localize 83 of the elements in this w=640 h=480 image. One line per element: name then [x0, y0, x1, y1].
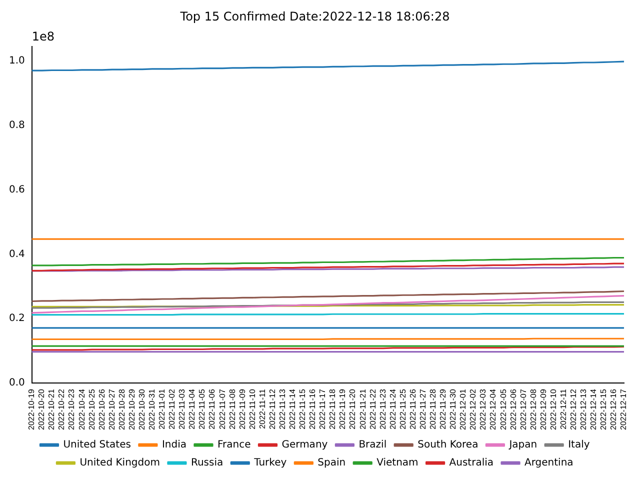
x-tick-label: 2022-11-14: [288, 388, 298, 430]
x-tick-label: 2022-11-26: [408, 388, 418, 430]
x-tick-label: 2022-10-22: [57, 388, 66, 430]
legend-label: Spain: [318, 458, 346, 469]
legend-label: Italy: [568, 440, 590, 451]
x-tick-label: 2022-11-05: [198, 388, 207, 430]
x-tick-label: 2022-11-15: [298, 388, 308, 430]
x-tick-label: 2022-10-31: [148, 388, 157, 430]
x-tick-label: 2022-11-30: [448, 388, 458, 430]
x-tick-label: 2022-12-10: [548, 388, 558, 430]
x-tick-label: 2022-10-26: [97, 388, 106, 430]
x-tick-label: 2022-12-12: [569, 388, 578, 430]
x-tick-label: 2022-12-07: [518, 388, 528, 430]
legend-label: United Kingdom: [80, 458, 160, 469]
x-tick-label: 2022-12-08: [528, 388, 538, 430]
y-tick-label: 0.4: [8, 248, 25, 260]
x-tick-label: 2022-12-05: [498, 388, 508, 430]
x-tick-label: 2022-11-21: [358, 388, 368, 430]
x-tick-label: 2022-11-07: [218, 388, 227, 430]
legend-label: India: [162, 440, 186, 451]
x-tick-label: 2022-11-29: [438, 388, 448, 430]
x-tick-label: 2022-12-16: [609, 388, 618, 430]
x-tick-label: 2022-11-03: [178, 388, 187, 430]
x-tick-label: 2022-11-28: [428, 388, 438, 430]
y-tick-label: 0.0: [8, 378, 25, 389]
x-tick-label: 2022-10-27: [107, 388, 116, 430]
legend-label: United States: [63, 440, 131, 451]
x-tick-label: 2022-11-11: [258, 388, 267, 429]
legend-label: Russia: [190, 458, 224, 469]
x-tick-label: 2022-12-04: [488, 388, 498, 430]
x-tick-label: 2022-11-17: [318, 388, 328, 430]
x-tick-label: 2022-10-23: [67, 388, 76, 430]
x-tick-label: 2022-11-10: [248, 388, 257, 430]
x-tick-label: 2022-12-11: [558, 388, 568, 430]
x-tick-label: 2022-11-04: [188, 388, 197, 430]
x-tick-label: 2022-11-27: [418, 388, 428, 430]
y-tick-label: 0.2: [8, 313, 25, 324]
x-tick-label: 2022-11-06: [208, 388, 217, 430]
x-tick-label: 2022-11-22: [368, 388, 378, 430]
legend-label: Turkey: [253, 458, 287, 469]
x-tick-label: 2022-10-28: [117, 388, 126, 430]
legend-label: Australia: [449, 458, 494, 469]
x-tick-label: 2022-10-25: [87, 388, 96, 430]
text: 1e8: [32, 30, 55, 44]
x-tick-label: 2022-12-02: [468, 388, 478, 430]
x-tick-label: 2022-10-19: [27, 388, 36, 430]
legend-label: Argentina: [524, 458, 574, 469]
x-tick-label: 2022-10-29: [127, 388, 136, 430]
x-tick-label: 2022-11-23: [378, 388, 388, 430]
legend-label: Brazil: [358, 440, 387, 451]
x-tick-label: 2022-10-30: [137, 388, 146, 430]
x-tick-label: 2022-12-13: [579, 388, 588, 430]
y-tick-label: 1.0: [8, 55, 25, 66]
y-tick-label: 0.6: [8, 184, 25, 196]
x-tick-label: 2022-12-06: [508, 388, 518, 430]
x-tick-label: 2022-11-25: [398, 388, 408, 430]
x-tick-label: 2022-11-16: [308, 388, 318, 430]
x-tick-label: 2022-12-14: [589, 388, 598, 430]
x-tick-label: 2022-10-24: [77, 388, 86, 430]
legend-label: South Korea: [418, 440, 478, 451]
x-tick-label: 2022-11-09: [238, 388, 247, 430]
x-tick-label: 2022-12-01: [458, 388, 468, 430]
x-tick-label: 2022-11-08: [228, 388, 237, 430]
legend-label: Vietnam: [376, 458, 418, 469]
x-tick-label: 2022-10-20: [37, 388, 46, 430]
x-tick-label: 2022-12-15: [599, 388, 608, 430]
legend-label: Japan: [508, 440, 538, 451]
x-tick-label: 2022-10-21: [47, 388, 56, 430]
x-tick-label: 2022-11-13: [278, 388, 287, 430]
chart-title: Top 15 Confirmed Date:2022-12-18 18:06:28: [179, 9, 450, 24]
x-tick-label: 2022-12-17: [619, 388, 628, 430]
x-tick-label: 2022-12-03: [478, 388, 488, 430]
y-tick-label: 0.8: [8, 120, 25, 131]
x-tick-label: 2022-12-09: [538, 388, 548, 430]
x-tick-label: 2022-11-18: [328, 388, 338, 430]
x-tick-label: 2022-11-02: [168, 388, 177, 430]
x-tick-label: 2022-11-01: [158, 388, 167, 430]
legend-label: France: [217, 440, 251, 451]
x-tick-label: 2022-11-24: [388, 388, 398, 430]
legend-label: Germany: [282, 440, 328, 451]
x-tick-label: 2022-11-20: [348, 388, 358, 430]
x-tick-label: 2022-11-19: [338, 388, 348, 430]
x-tick-label: 2022-11-12: [268, 388, 277, 430]
